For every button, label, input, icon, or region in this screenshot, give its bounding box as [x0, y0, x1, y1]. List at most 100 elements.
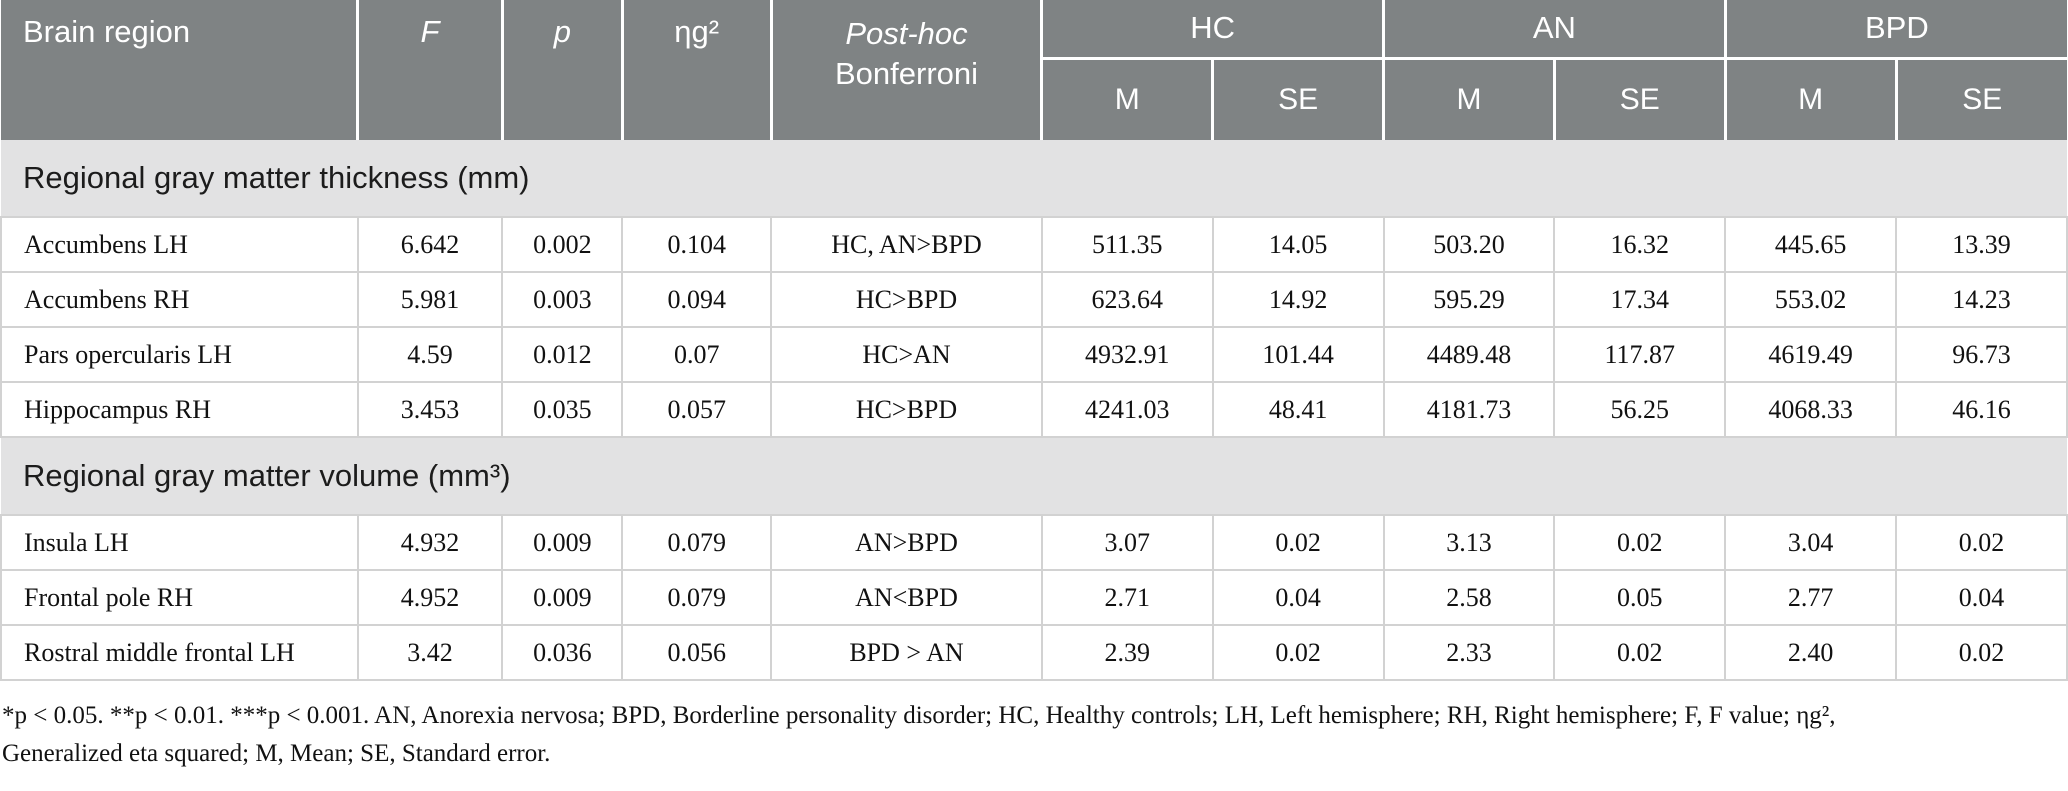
cell-region: Accumbens LH	[0, 216, 359, 273]
cell-an-se: 0.02	[1553, 624, 1727, 681]
cell-bpd-se: 0.02	[1895, 624, 2068, 681]
cell-posthoc: HC>BPD	[770, 271, 1043, 328]
header-bpd-mean: M	[1723, 56, 1897, 140]
cell-region: Insula LH	[0, 514, 359, 571]
cell-bpd-mean: 2.77	[1724, 569, 1898, 626]
cell-eta: 0.057	[621, 381, 773, 438]
header-an-mean: M	[1382, 56, 1555, 140]
cell-an-mean: 2.33	[1382, 624, 1556, 681]
cell-bpd-mean: 445.65	[1724, 216, 1898, 273]
section-header-volume: Regional gray matter volume (mm³)	[1, 437, 2067, 515]
cell-eta: 0.094	[621, 271, 773, 328]
cell-hc-se: 14.92	[1211, 271, 1385, 328]
cell-bpd-se: 14.23	[1895, 271, 2068, 328]
header-f: F	[356, 0, 503, 140]
cell-f: 5.981	[356, 271, 504, 328]
table-row: Rostral middle frontal LH 3.42 0.036 0.0…	[0, 624, 2068, 681]
cell-an-se: 16.32	[1553, 216, 1727, 273]
cell-f: 4.952	[356, 569, 504, 626]
cell-hc-mean: 2.71	[1040, 569, 1214, 626]
cell-p: 0.009	[501, 514, 624, 571]
cell-hc-se: 101.44	[1211, 326, 1385, 383]
header-group-bpd: BPD	[1723, 0, 2067, 58]
section-header-thickness: Regional gray matter thickness (mm)	[1, 140, 2067, 217]
header-eta-squared: ηg²	[620, 0, 772, 140]
cell-posthoc: HC, AN>BPD	[770, 216, 1043, 273]
cell-p: 0.002	[501, 216, 624, 273]
cell-an-mean: 3.13	[1382, 514, 1556, 571]
cell-posthoc: HC>AN	[770, 326, 1043, 383]
cell-bpd-se: 96.73	[1895, 326, 2068, 383]
cell-region: Hippocampus RH	[0, 381, 359, 438]
cell-region: Frontal pole RH	[0, 569, 359, 626]
cell-region: Pars opercularis LH	[0, 326, 359, 383]
table-body: Regional gray matter thickness (mm) Accu…	[0, 140, 2068, 681]
header-brain-region: Brain region	[1, 0, 358, 140]
cell-f: 4.59	[356, 326, 504, 383]
header-p: p	[500, 0, 623, 140]
cell-p: 0.036	[501, 624, 624, 681]
cell-bpd-se: 13.39	[1895, 216, 2068, 273]
cell-eta: 0.104	[621, 216, 773, 273]
cell-hc-mean: 2.39	[1040, 624, 1214, 681]
footnote-line-1: *p < 0.05. **p < 0.01. ***p < 0.001. AN,…	[2, 702, 1836, 729]
table-row: Accumbens RH 5.981 0.003 0.094 HC>BPD 62…	[0, 271, 2068, 328]
cell-bpd-se: 0.02	[1895, 514, 2068, 571]
table-row: Frontal pole RH 4.952 0.009 0.079 AN<BPD…	[0, 569, 2068, 626]
cell-bpd-se: 46.16	[1895, 381, 2068, 438]
table-row: Pars opercularis LH 4.59 0.012 0.07 HC>A…	[0, 326, 2068, 383]
cell-bpd-mean: 2.40	[1724, 624, 1898, 681]
cell-posthoc: BPD > AN	[770, 624, 1043, 681]
header-row-groups: Brain region F p ηg² Post-hoc Bonferroni…	[1, 0, 2067, 140]
cell-an-mean: 2.58	[1382, 569, 1556, 626]
cell-posthoc: AN<BPD	[770, 569, 1043, 626]
cell-an-se: 0.02	[1553, 514, 1727, 571]
cell-an-mean: 503.20	[1382, 216, 1556, 273]
cell-p: 0.003	[501, 271, 624, 328]
cell-an-mean: 4181.73	[1382, 381, 1556, 438]
cell-p: 0.012	[501, 326, 624, 383]
cell-hc-se: 0.02	[1211, 624, 1385, 681]
header-posthoc-line2: Bonferroni	[834, 56, 979, 91]
cell-hc-mean: 623.64	[1040, 271, 1214, 328]
header-an-se: SE	[1552, 56, 1726, 140]
cell-p: 0.035	[501, 381, 624, 438]
cell-hc-mean: 4932.91	[1040, 326, 1214, 383]
cell-hc-se: 48.41	[1211, 381, 1385, 438]
cell-bpd-mean: 4068.33	[1724, 381, 1898, 438]
cell-hc-se: 0.04	[1211, 569, 1385, 626]
cell-eta: 0.056	[621, 624, 773, 681]
cell-bpd-mean: 3.04	[1724, 514, 1898, 571]
cell-f: 3.42	[356, 624, 504, 681]
cell-an-se: 0.05	[1553, 569, 1727, 626]
header-group-an: AN	[1382, 0, 1726, 58]
header-posthoc-line1: Post-hoc	[845, 16, 968, 51]
table-row: Accumbens LH 6.642 0.002 0.104 HC, AN>BP…	[0, 216, 2068, 273]
cell-posthoc: AN>BPD	[770, 514, 1043, 571]
cell-hc-se: 0.02	[1211, 514, 1385, 571]
cell-bpd-se: 0.04	[1895, 569, 2068, 626]
cell-an-se: 17.34	[1553, 271, 1727, 328]
table-row: Hippocampus RH 3.453 0.035 0.057 HC>BPD …	[0, 381, 2068, 438]
header-group-hc: HC	[1040, 0, 1384, 58]
cell-posthoc: HC>BPD	[770, 381, 1043, 438]
header-row-subcolumns: M SE M SE M SE	[1, 56, 2067, 140]
section-title: Regional gray matter volume (mm³)	[1, 437, 2067, 515]
header-posthoc: Post-hoc Bonferroni	[769, 0, 1042, 140]
cell-hc-mean: 511.35	[1040, 216, 1214, 273]
cell-hc-mean: 3.07	[1040, 514, 1214, 571]
header-hc-mean: M	[1040, 56, 1213, 140]
cell-an-mean: 4489.48	[1382, 326, 1556, 383]
header-bpd-se: SE	[1894, 56, 2067, 140]
cell-an-mean: 595.29	[1382, 271, 1556, 328]
cell-eta: 0.079	[621, 514, 773, 571]
header-hc-se: SE	[1211, 56, 1384, 140]
table-row: Insula LH 4.932 0.009 0.079 AN>BPD 3.07 …	[0, 514, 2068, 571]
cell-p: 0.009	[501, 569, 624, 626]
cell-eta: 0.079	[621, 569, 773, 626]
cell-bpd-mean: 553.02	[1724, 271, 1898, 328]
cell-an-se: 56.25	[1553, 381, 1727, 438]
cell-bpd-mean: 4619.49	[1724, 326, 1898, 383]
cell-f: 6.642	[356, 216, 504, 273]
